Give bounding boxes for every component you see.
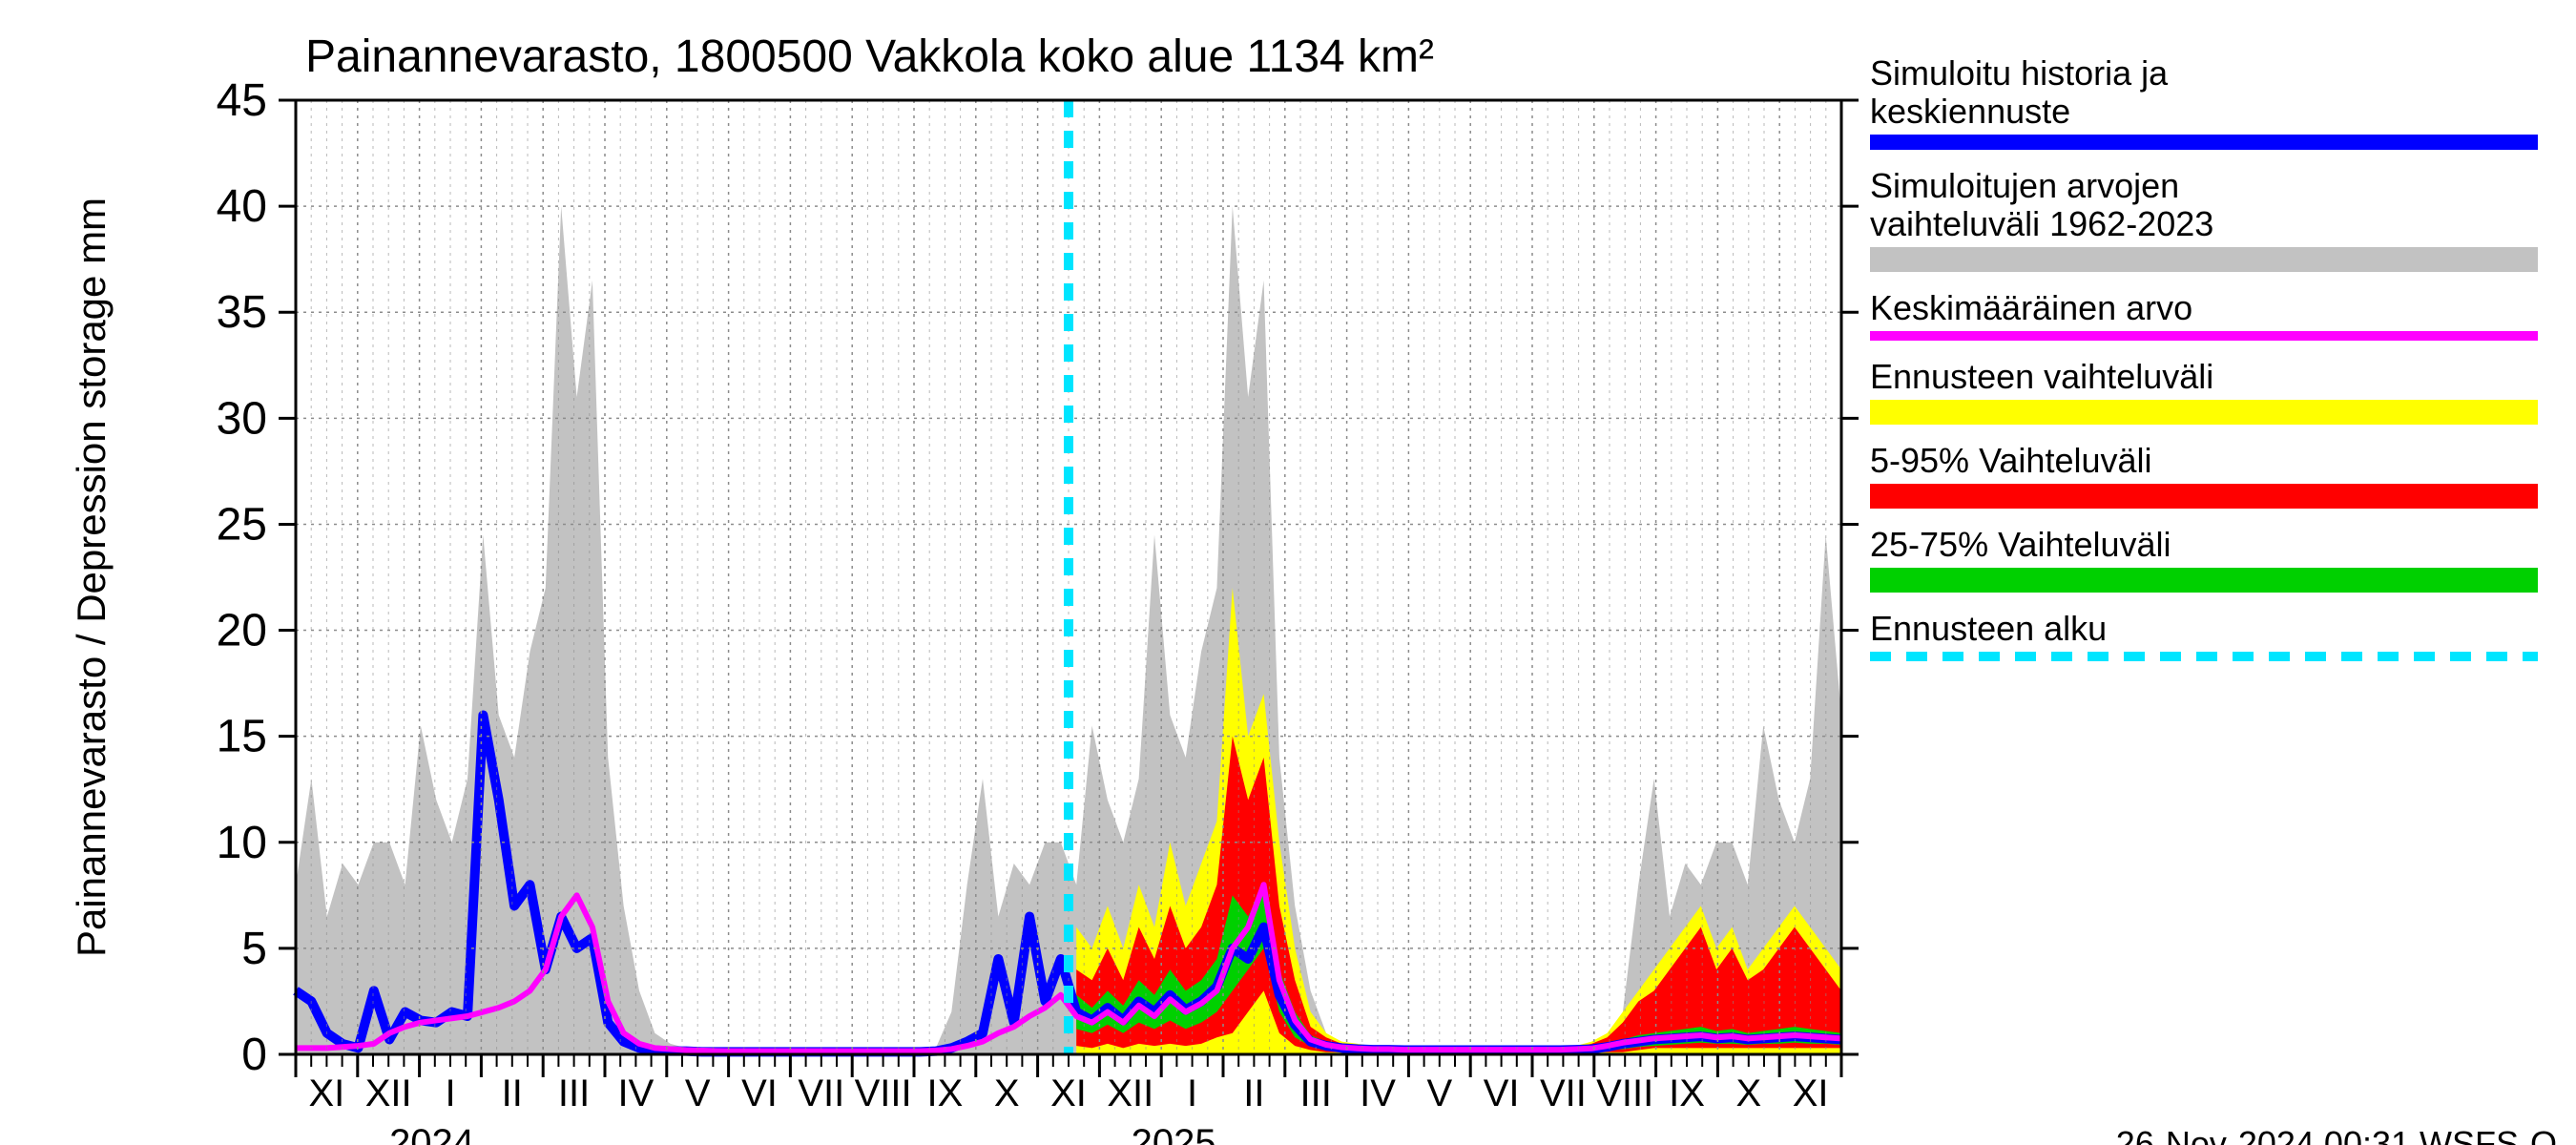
xtick-label: VIII bbox=[1596, 1072, 1653, 1114]
xtick-label: XII bbox=[365, 1072, 412, 1114]
legend-swatch bbox=[1870, 331, 2538, 341]
xtick-label: X bbox=[1735, 1072, 1761, 1114]
xtick-label: IV bbox=[618, 1072, 654, 1114]
ytick-label: 15 bbox=[217, 712, 267, 762]
xtick-label: VII bbox=[798, 1072, 844, 1114]
ytick-label: 10 bbox=[217, 818, 267, 868]
chart-svg: 051015202530354045XIXIIIIIIIIIVVVIVIIVII… bbox=[0, 0, 2576, 1145]
xtick-label: IV bbox=[1360, 1072, 1396, 1114]
chart-title: Painannevarasto, 1800500 Vakkola koko al… bbox=[305, 31, 1434, 82]
year-label: 2025 bbox=[1132, 1122, 1216, 1145]
legend-swatch bbox=[1870, 484, 2538, 509]
xtick-label: X bbox=[994, 1072, 1020, 1114]
ytick-label: 0 bbox=[241, 1030, 267, 1080]
legend-label: Simuloitu historia ja bbox=[1870, 53, 2169, 93]
legend-label: Keskimääräinen arvo bbox=[1870, 288, 2192, 327]
year-label: 2024 bbox=[389, 1122, 474, 1145]
xtick-label: IX bbox=[1669, 1072, 1705, 1114]
xtick-label: XI bbox=[1793, 1072, 1829, 1114]
ytick-label: 45 bbox=[217, 75, 267, 126]
xtick-label: VIII bbox=[855, 1072, 912, 1114]
xtick-label: XI bbox=[1050, 1072, 1087, 1114]
xtick-label: VI bbox=[1484, 1072, 1520, 1114]
legend-label: Simuloitujen arvojen bbox=[1870, 166, 2179, 205]
xtick-label: I bbox=[1187, 1072, 1197, 1114]
xtick-label: II bbox=[1243, 1072, 1264, 1114]
xtick-label: IX bbox=[927, 1072, 964, 1114]
xtick-label: II bbox=[502, 1072, 523, 1114]
legend-swatch bbox=[1870, 247, 2538, 272]
legend-label: vaihteluväli 1962-2023 bbox=[1870, 204, 2213, 243]
xtick-label: XII bbox=[1107, 1072, 1153, 1114]
xtick-label: V bbox=[1426, 1072, 1452, 1114]
legend-swatch bbox=[1870, 400, 2538, 425]
chart-footer: 26-Nov-2024 00:31 WSFS-O bbox=[2116, 1124, 2557, 1145]
legend-swatch bbox=[1870, 568, 2538, 593]
ytick-label: 40 bbox=[217, 181, 267, 232]
legend-label: Ennusteen vaihteluväli bbox=[1870, 357, 2213, 396]
ytick-label: 25 bbox=[217, 499, 267, 550]
xtick-label: VII bbox=[1540, 1072, 1587, 1114]
xtick-label: V bbox=[685, 1072, 711, 1114]
legend-label: 25-75% Vaihteluväli bbox=[1870, 525, 2171, 564]
y-axis-label: Painannevarasto / Depression storage mm bbox=[69, 198, 114, 957]
ytick-label: 30 bbox=[217, 393, 267, 444]
ytick-label: 20 bbox=[217, 606, 267, 656]
xtick-label: XI bbox=[309, 1072, 345, 1114]
legend-label: Ennusteen alku bbox=[1870, 609, 2107, 648]
ytick-label: 5 bbox=[241, 924, 267, 974]
legend-label: keskiennuste bbox=[1870, 92, 2070, 131]
ytick-label: 35 bbox=[217, 287, 267, 338]
legend-swatch bbox=[1870, 135, 2538, 150]
legend-label: 5-95% Vaihteluväli bbox=[1870, 441, 2152, 480]
xtick-label: III bbox=[1300, 1072, 1332, 1114]
xtick-label: III bbox=[558, 1072, 590, 1114]
xtick-label: VI bbox=[741, 1072, 778, 1114]
xtick-label: I bbox=[445, 1072, 455, 1114]
